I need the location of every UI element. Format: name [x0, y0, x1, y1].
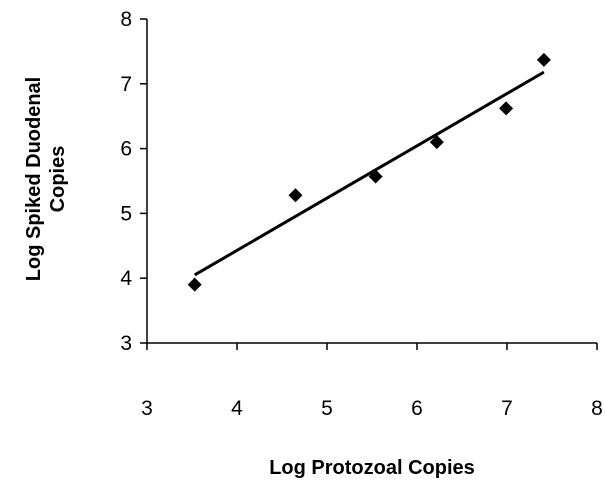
data-point-marker: [429, 135, 444, 150]
x-tick-label: 6: [411, 397, 423, 420]
y-axis-title-line-2: Copies: [47, 146, 69, 213]
y-tick-label: 7: [120, 73, 132, 96]
x-tick-label: 3: [141, 397, 153, 420]
y-axis-title-line-1: Log Spiked Duodenal: [23, 77, 45, 281]
axes: [140, 18, 598, 350]
data-points: [187, 52, 551, 292]
x-tick-label: 5: [321, 397, 333, 420]
x-tick-label: 4: [231, 397, 243, 420]
x-tick-label: 7: [501, 397, 513, 420]
trendline: [193, 70, 545, 277]
tick-labels: 3 4 5 6 7 8 3 4 5 6 7 8: [120, 8, 603, 420]
y-tick-label: 8: [120, 8, 132, 31]
data-point-marker: [288, 188, 303, 203]
y-tick-label: 4: [120, 267, 132, 290]
y-axis-title: Log Spiked Duodenal Copies: [23, 77, 69, 281]
x-tick-label: 8: [591, 397, 603, 420]
y-tick-label: 5: [120, 202, 132, 225]
data-point-marker: [536, 52, 551, 67]
data-point-marker: [499, 101, 514, 116]
data-point-marker: [368, 169, 383, 184]
x-axis-title: Log Protozoal Copies: [269, 457, 475, 479]
y-tick-label: 3: [120, 332, 132, 355]
y-tick-label: 6: [120, 138, 132, 161]
data-point-marker: [187, 277, 202, 292]
